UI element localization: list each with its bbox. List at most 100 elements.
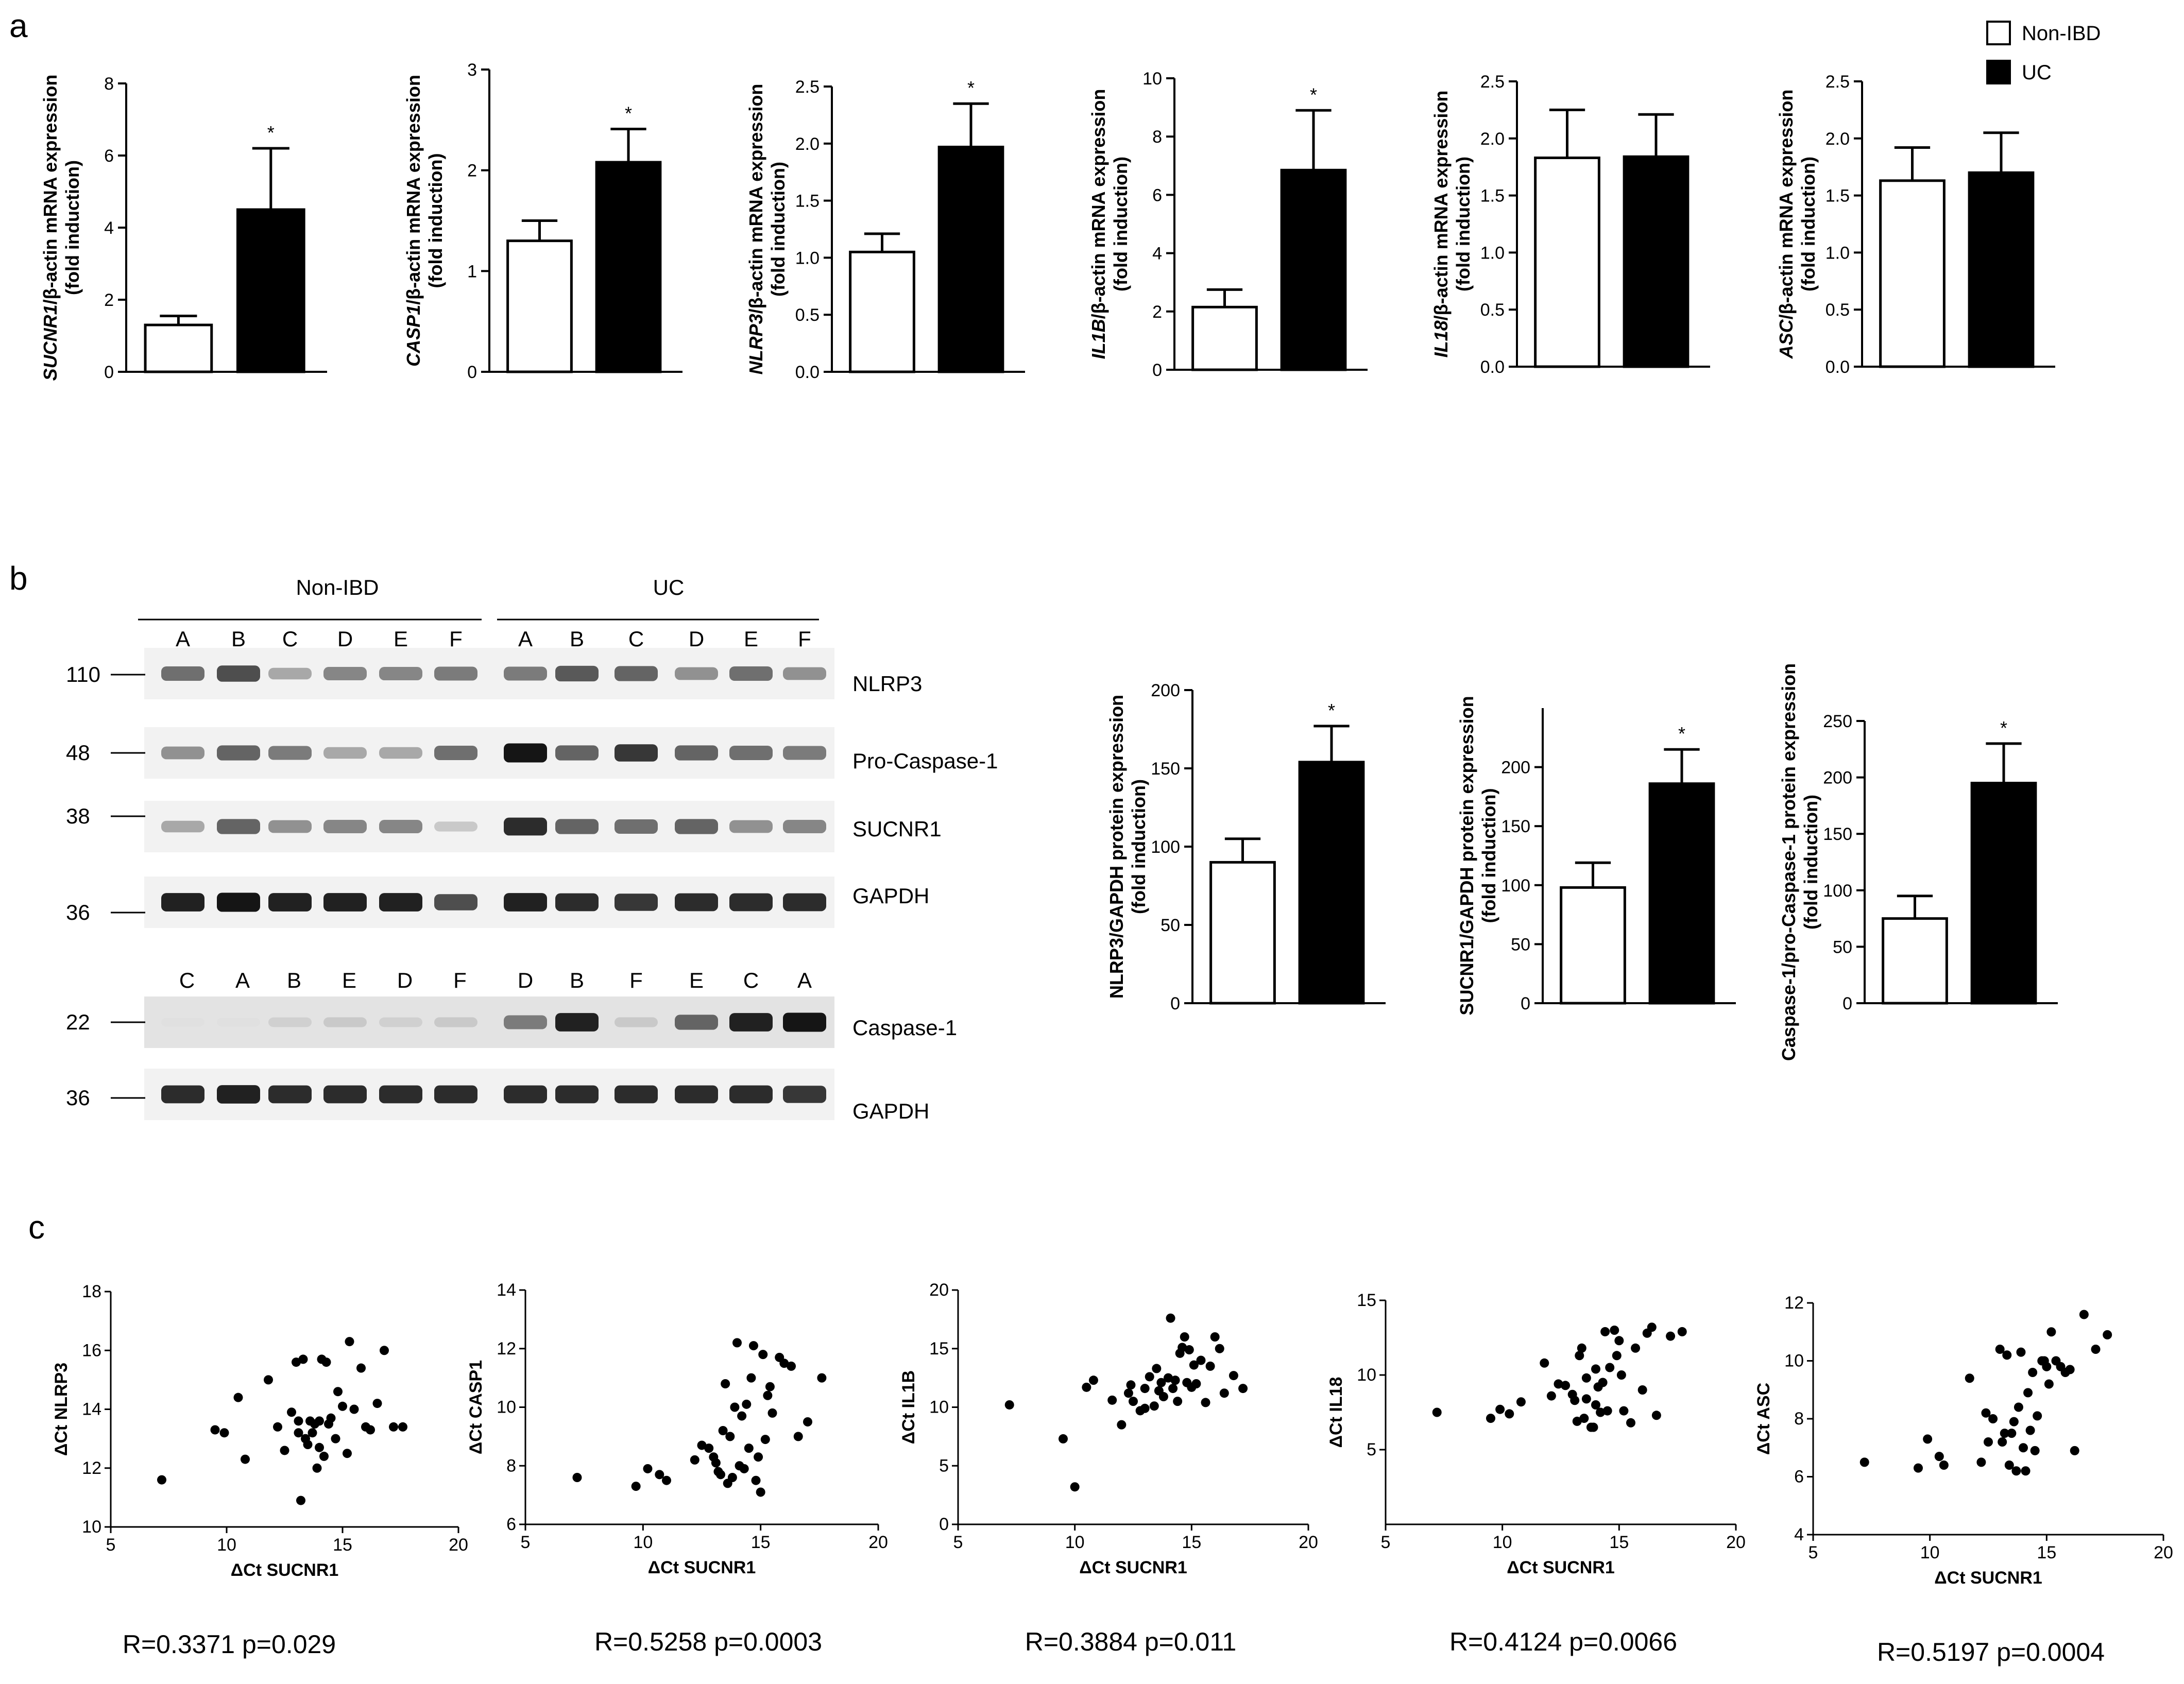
y-tick-label: 6: [506, 1515, 516, 1534]
blot-band: [675, 819, 718, 834]
data-point: [1117, 1420, 1127, 1430]
blot-band: [323, 893, 367, 912]
x-tick-label: 15: [333, 1535, 352, 1555]
data-point: [2030, 1446, 2040, 1455]
data-point: [2091, 1345, 2101, 1354]
significance-star: *: [625, 102, 632, 124]
y-axis-label-gene: IL18: [1430, 320, 1452, 357]
data-point: [280, 1446, 289, 1455]
y-tick-label: 2.5: [795, 77, 820, 97]
bar-chart-casp1: 0 1 2 3 * CASP1/β-actin mRNA expression (fold …: [403, 60, 682, 382]
blot-band: [675, 1085, 718, 1104]
y-tick-label: 18: [82, 1282, 101, 1301]
x-tick-label: 10: [217, 1535, 236, 1555]
y-axis-label-gene: IL1B: [1088, 319, 1109, 359]
data-point: [2002, 1350, 2012, 1360]
y-tick-label: 100: [1151, 837, 1180, 857]
data-point: [1596, 1407, 1606, 1417]
bar-non-ibd: [1560, 886, 1626, 1005]
correlation-stat: R=0.4124 p=0.0066: [1449, 1627, 1677, 1656]
data-point: [1164, 1373, 1173, 1383]
y-tick-label: 250: [1823, 712, 1852, 731]
bar-uc: [595, 161, 662, 373]
data-point: [1178, 1343, 1187, 1352]
y-tick-label: 1.0: [795, 248, 820, 268]
data-point: [756, 1487, 765, 1497]
data-point: [1238, 1384, 1248, 1394]
data-point: [690, 1455, 699, 1465]
data-point: [754, 1452, 763, 1462]
data-point: [219, 1428, 229, 1438]
data-point: [767, 1408, 777, 1418]
y-tick-label: 0: [1521, 994, 1530, 1013]
data-point: [2028, 1368, 2038, 1377]
data-point: [398, 1422, 407, 1432]
data-point: [380, 1346, 389, 1355]
bar-uc: [1623, 155, 1690, 368]
blot-band: [217, 1085, 260, 1104]
y-axis-label-2: (fold induction): [1110, 157, 1131, 291]
data-point: [1170, 1376, 1180, 1385]
data-point: [2039, 1356, 2049, 1366]
blot-band: [217, 665, 260, 682]
lane-label-bottom: C: [179, 968, 195, 992]
data-point: [746, 1373, 756, 1383]
data-point: [1610, 1326, 1619, 1335]
y-tick-label: 10: [82, 1517, 101, 1537]
data-point: [793, 1432, 803, 1441]
blot-band: [615, 1017, 658, 1027]
lane-label-top: E: [744, 627, 758, 651]
data-point: [711, 1458, 721, 1468]
blot-row-label: Caspase-1: [852, 1016, 957, 1040]
blot-band: [161, 746, 204, 760]
y-tick-label: 15: [929, 1339, 949, 1359]
blot-band: [615, 1085, 658, 1104]
y-tick-label: 10: [1357, 1365, 1376, 1385]
x-tick-label: 20: [868, 1533, 888, 1552]
correlation-stat: R=0.3371 p=0.029: [123, 1630, 336, 1659]
legend-label-uc: UC: [2022, 61, 2052, 84]
bar-non-ibd: [1191, 305, 1258, 371]
data-point: [294, 1428, 303, 1438]
data-point: [1619, 1406, 1629, 1416]
data-point: [1140, 1384, 1150, 1394]
blot-band: [555, 665, 599, 682]
y-tick-label: 14: [497, 1280, 516, 1300]
blot-marker-label: 38: [66, 804, 90, 828]
y-tick-label: 2.0: [1825, 129, 1850, 149]
data-point: [1107, 1395, 1117, 1405]
data-point: [2004, 1460, 2014, 1470]
y-axis-label-text: /β-actin mRNA expression: [1430, 91, 1452, 321]
y-tick-label: 0.0: [1480, 357, 1505, 377]
data-point: [1168, 1384, 1178, 1394]
data-point: [758, 1350, 768, 1360]
y-tick-label: 0.5: [1480, 300, 1505, 320]
data-point: [739, 1464, 749, 1473]
data-point: [2079, 1310, 2089, 1319]
blot-band: [504, 817, 547, 836]
y-tick-label: 1.0: [1825, 243, 1850, 263]
data-point: [704, 1444, 714, 1453]
y-tick-label: 150: [1151, 759, 1180, 779]
x-tick-label: 10: [633, 1533, 653, 1552]
bar-uc: [1970, 782, 2037, 1005]
blot-band: [729, 820, 773, 833]
lane-label-top: F: [449, 627, 463, 651]
blot-row-label: GAPDH: [852, 884, 929, 908]
data-point: [1981, 1408, 1991, 1418]
blot-band: [434, 1017, 477, 1027]
blot-band: [217, 819, 260, 834]
data-point: [2016, 1347, 2026, 1357]
blot-band: [161, 1085, 204, 1104]
lane-label-top: B: [231, 627, 246, 651]
data-point: [1546, 1391, 1556, 1401]
data-point: [1004, 1400, 1014, 1410]
blot-row-label: NLRP3: [852, 672, 922, 696]
data-point: [2046, 1327, 2056, 1337]
data-point: [1666, 1331, 1676, 1341]
y-tick-label: 10: [929, 1398, 949, 1417]
significance-star: *: [267, 122, 275, 143]
blot-band: [504, 1085, 547, 1104]
data-point: [1923, 1434, 1933, 1444]
y-axis-label: ΔCt ASC: [1754, 1383, 1773, 1455]
